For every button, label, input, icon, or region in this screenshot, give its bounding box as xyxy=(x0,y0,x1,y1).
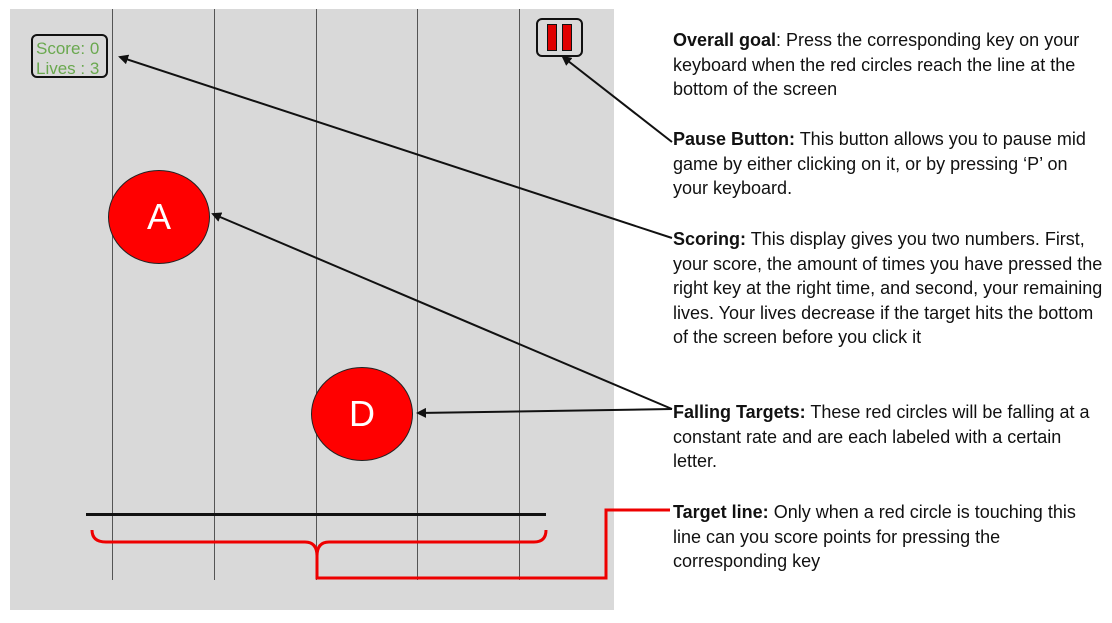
note-overall-goal: Overall goal: Press the corresponding ke… xyxy=(673,28,1103,102)
note-pause-button-title: Pause Button: xyxy=(673,129,796,149)
note-falling-targets: Falling Targets: These red circles will … xyxy=(673,400,1103,474)
target-line xyxy=(86,513,546,516)
note-overall-goal-title: Overall goal xyxy=(673,30,777,50)
lives-label: Lives : 3 xyxy=(36,59,100,78)
note-target-line-title: Target line: xyxy=(673,502,769,522)
game-area[interactable]: Score: 0 Lives : 3 A D xyxy=(10,9,614,610)
falling-target-a[interactable]: A xyxy=(108,170,210,264)
lane-divider xyxy=(112,9,113,580)
note-target-line-text: Only when a red circle is touching this … xyxy=(673,502,1076,572)
score-label: Score: 0 xyxy=(36,39,100,58)
lane-divider xyxy=(519,9,520,580)
falling-target-d[interactable]: D xyxy=(311,367,413,461)
note-falling-targets-text: These red circles will be falling at a c… xyxy=(673,402,1090,472)
note-pause-button-text: This button allows you to pause mid game… xyxy=(673,129,1086,199)
note-scoring-text: This display gives you two numbers. Firs… xyxy=(673,229,1103,348)
lane-divider xyxy=(214,9,215,580)
pause-button[interactable] xyxy=(536,18,583,57)
note-overall-goal-text: : Press the corresponding key on your ke… xyxy=(673,30,1080,100)
lane-divider xyxy=(417,9,418,580)
note-target-line: Target line: Only when a red circle is t… xyxy=(673,500,1103,574)
note-scoring-title: Scoring: xyxy=(673,229,747,249)
score-display: Score: 0 Lives : 3 xyxy=(31,34,108,78)
note-scoring: Scoring: This display gives you two numb… xyxy=(673,227,1103,350)
note-pause-button: Pause Button: This button allows you to … xyxy=(673,127,1103,201)
note-falling-targets-title: Falling Targets: xyxy=(673,402,806,422)
lane-divider xyxy=(316,9,317,580)
